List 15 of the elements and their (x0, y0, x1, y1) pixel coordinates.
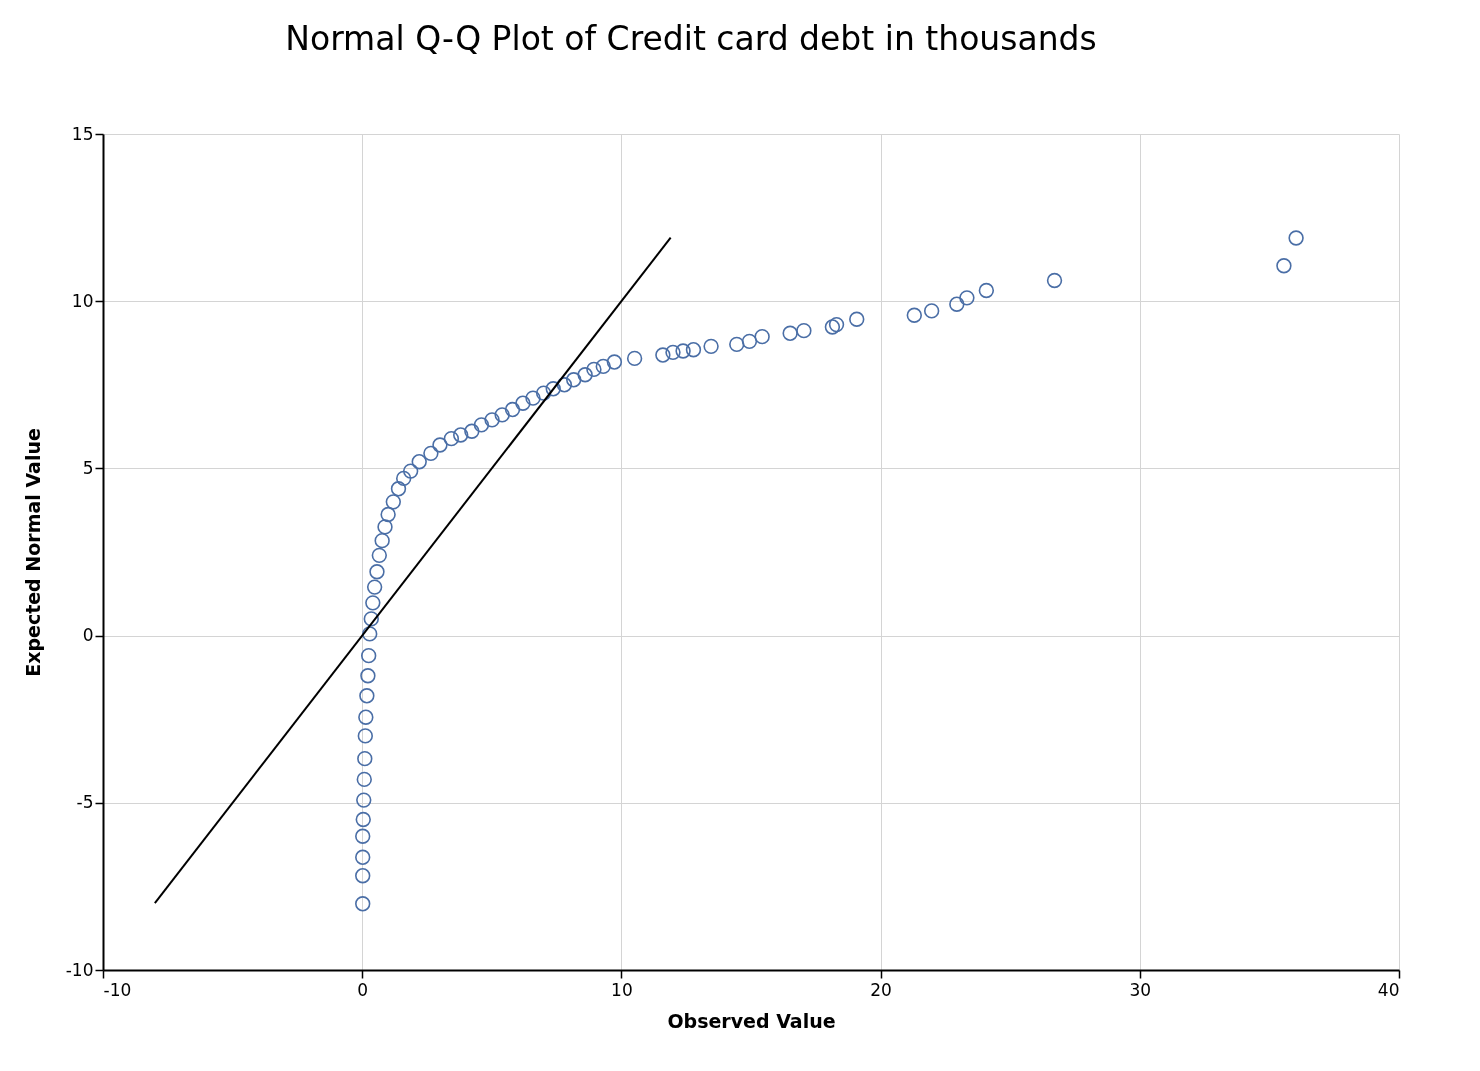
y-tick-label: -10 (65, 959, 94, 980)
x-axis-title: Observed Value (667, 1009, 836, 1032)
chart-title: Normal Q-Q Plot of Credit card debt in thousands (285, 19, 1097, 58)
x-tick-label: 40 (1377, 979, 1400, 1000)
x-tick-label: 30 (1129, 979, 1152, 1000)
y-tick-label: -5 (76, 792, 94, 813)
y-axis-title: Expected Normal Value (21, 428, 44, 677)
y-tick-label: 5 (82, 457, 94, 478)
x-tick-label: -10 (103, 979, 132, 1000)
x-tick-label: 10 (611, 979, 633, 1000)
x-tick-label: 0 (357, 979, 369, 1000)
y-tick-label: 15 (71, 123, 94, 144)
x-tick-label: 20 (870, 979, 892, 1000)
y-tick-label: 0 (82, 625, 94, 646)
y-tick-label: 10 (71, 290, 94, 311)
